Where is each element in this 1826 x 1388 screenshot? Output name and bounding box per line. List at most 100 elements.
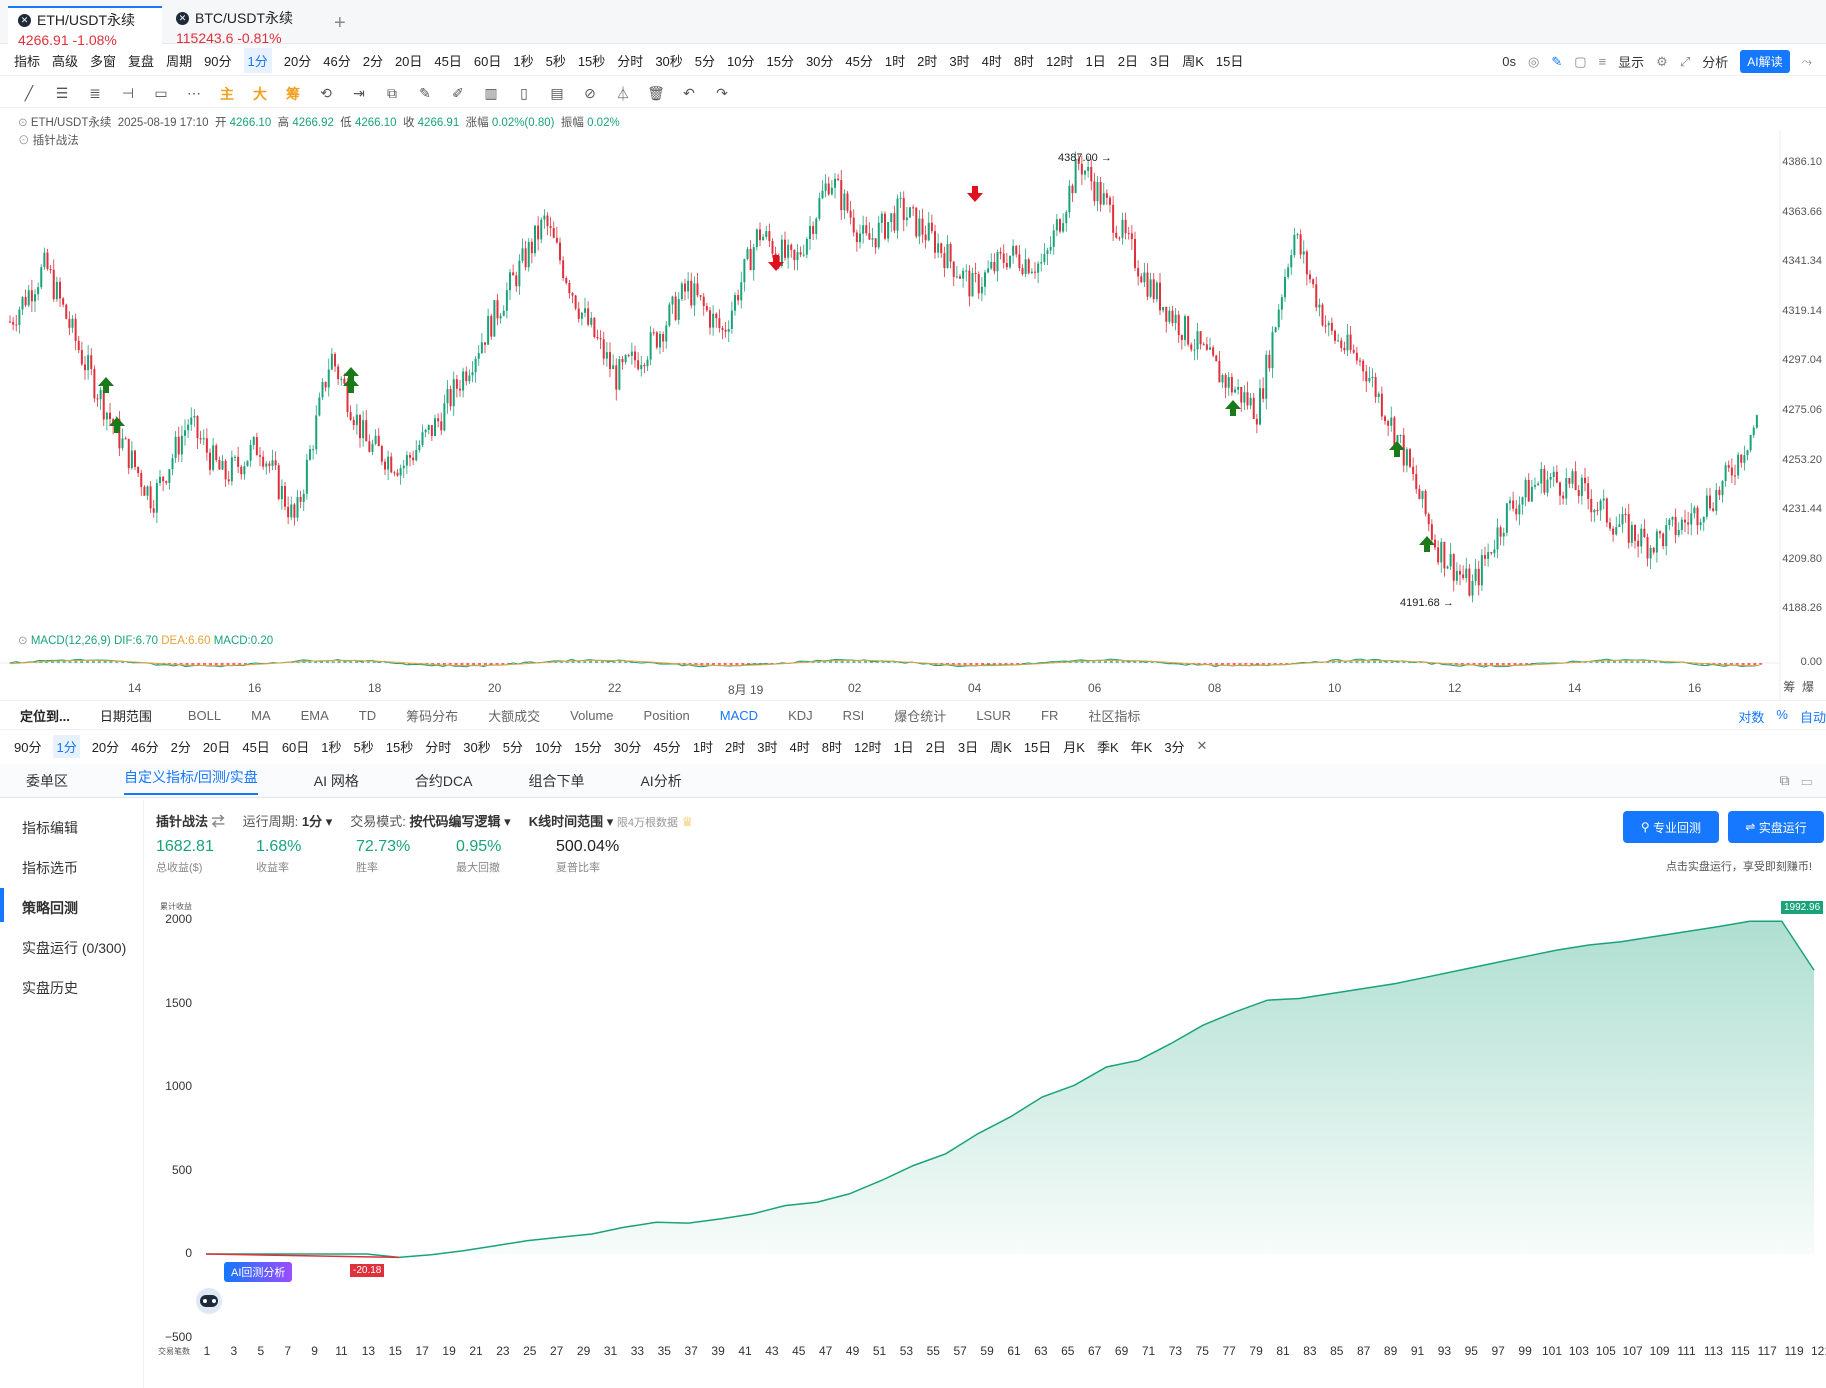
toolbar-item[interactable]: 1时 xyxy=(884,54,906,69)
period-select[interactable]: 运行周期: 1分 ▾ xyxy=(242,814,333,829)
toolbar-item[interactable]: 10分 xyxy=(727,54,755,69)
copy-icon[interactable]: ⧉ xyxy=(387,85,397,101)
sidebar-item[interactable]: 指标编辑 xyxy=(22,820,78,836)
indicator-item[interactable]: MACD xyxy=(719,707,759,723)
ruler-icon[interactable]: ✎ xyxy=(419,85,431,101)
period-item[interactable]: 年K xyxy=(1130,739,1153,755)
panel-tab[interactable]: 自定义指标/回测/实盘 xyxy=(124,767,258,795)
period-item[interactable]: 3分 xyxy=(1164,739,1185,755)
period-item[interactable]: 1日 xyxy=(893,739,914,755)
panel-tab[interactable]: AI 网格 xyxy=(313,772,359,789)
hline-tool-icon[interactable]: ☰ xyxy=(55,85,69,101)
rect-tool-icon[interactable]: ▭ xyxy=(154,85,168,101)
indicator-item[interactable]: Position xyxy=(643,707,690,723)
indicator-item[interactable]: FR xyxy=(1041,707,1059,723)
panel-tab[interactable]: 合约DCA xyxy=(414,772,473,789)
replay-icon[interactable]: ⟲ xyxy=(320,85,332,101)
indicator-item[interactable]: 社区指标 xyxy=(1088,708,1141,724)
toolbar-item[interactable]: 高级 xyxy=(52,54,79,69)
toolbar-item[interactable]: 2分 xyxy=(362,54,383,69)
chip-icon[interactable]: 筹 xyxy=(286,85,300,102)
toolbar-item[interactable]: 2时 xyxy=(917,54,938,69)
toolbar-item[interactable]: 分时 xyxy=(617,54,644,69)
period-item[interactable]: 2日 xyxy=(925,739,946,755)
sidebar-item[interactable]: 策略回测 xyxy=(22,900,78,916)
ai-backtest-badge[interactable]: AI回测分析 xyxy=(224,1262,293,1282)
kline-chart[interactable] xyxy=(0,130,1826,830)
indicator-item[interactable]: 筹码分布 xyxy=(406,708,459,724)
indicator-item[interactable]: EMA xyxy=(300,707,329,723)
period-item[interactable]: 12时 xyxy=(853,739,882,755)
big-icon[interactable]: 大 xyxy=(253,85,267,102)
toolbar-item[interactable]: 8时 xyxy=(1013,54,1035,69)
pro-backtest-button[interactable]: ⚲ 专业回测 xyxy=(1623,811,1719,843)
scale-option[interactable]: % xyxy=(1776,707,1788,722)
indicator-item[interactable]: 大额成交 xyxy=(488,708,541,724)
period-item[interactable]: 45分 xyxy=(653,739,681,755)
list-icon[interactable]: ≡ xyxy=(1598,54,1607,69)
chip-axis-label[interactable]: 筹 xyxy=(1783,680,1796,694)
toolbar-item[interactable]: 45日 xyxy=(434,54,462,69)
locate-button[interactable]: 定位到... xyxy=(20,708,70,724)
close-period-icon[interactable]: ✕ xyxy=(1196,738,1208,753)
sidebar-item[interactable]: 指标选币 xyxy=(22,860,78,876)
toolbar-item[interactable]: 15秒 xyxy=(577,54,606,69)
toolbar-item[interactable]: 复盘 xyxy=(128,54,155,69)
toolbar-item[interactable]: 5分 xyxy=(694,54,716,69)
toolbar-item[interactable]: 3时 xyxy=(949,54,970,69)
redo-icon[interactable]: ↷ xyxy=(716,85,728,101)
toolbar-item[interactable]: 3日 xyxy=(1150,54,1171,69)
period-item[interactable]: 5秒 xyxy=(353,739,374,755)
indicator-item[interactable]: TD xyxy=(358,707,377,723)
channel-tool-icon[interactable]: ≣ xyxy=(89,85,101,101)
period-item[interactable]: 3日 xyxy=(957,739,979,755)
range-select[interactable]: K线时间范围 ▾ 限4万根数据 ♕ xyxy=(528,814,694,829)
indicator-item[interactable]: Volume xyxy=(570,707,614,723)
period-item[interactable]: 1秒 xyxy=(321,739,342,755)
strategy-toggle-icon[interactable]: ⊙ xyxy=(18,135,30,147)
range-icon[interactable]: ⇥ xyxy=(353,85,365,101)
undo-icon[interactable]: ↶ xyxy=(683,85,695,101)
tab-btc[interactable]: ✕ BTC/USDT永续 115243.6 -0.81% xyxy=(166,6,322,46)
panel-collapse-icon[interactable]: ▭ xyxy=(1801,772,1812,788)
indicator-item[interactable]: RSI xyxy=(842,707,865,723)
period-item[interactable]: 3时 xyxy=(757,739,778,755)
toolbar-item[interactable]: 20分 xyxy=(283,54,312,69)
ohlc-toggle-icon[interactable]: ⊙ xyxy=(18,117,28,129)
toolbar-item[interactable]: 46分 xyxy=(323,54,351,69)
period-item[interactable]: 1分 xyxy=(53,734,80,758)
ray-tool-icon[interactable]: ⊣ xyxy=(121,85,135,101)
toolbar-item[interactable]: 45分 xyxy=(845,54,873,69)
scale-option[interactable]: 对数 xyxy=(1738,710,1765,725)
period-item[interactable]: 30秒 xyxy=(463,739,491,755)
camera-icon[interactable]: ◎ xyxy=(1528,53,1540,69)
layout-icon[interactable]: ▢ xyxy=(1574,53,1587,69)
toolbar-item[interactable]: 5秒 xyxy=(545,54,566,69)
period-item[interactable]: 15日 xyxy=(1023,739,1052,755)
period-item[interactable]: 10分 xyxy=(534,739,563,755)
main-icon[interactable]: 主 xyxy=(220,85,234,102)
line-tool-icon[interactable]: ╱ xyxy=(24,85,34,101)
display-button[interactable]: 显示 xyxy=(1618,55,1645,70)
period-item[interactable]: 30分 xyxy=(613,739,642,755)
more-tools-icon[interactable]: ⋯ xyxy=(187,85,201,101)
bars-icon[interactable]: ▥ xyxy=(484,85,498,101)
fullscreen-icon[interactable]: ⤢ xyxy=(1679,53,1691,69)
ai-read-button[interactable]: AI解读 xyxy=(1740,50,1790,73)
period-item[interactable]: 20日 xyxy=(202,739,231,755)
toolbar-item[interactable]: 20日 xyxy=(394,54,423,69)
period-item[interactable]: 60日 xyxy=(281,739,310,755)
period-item[interactable]: 月K xyxy=(1063,739,1085,755)
sidebar-item[interactable]: 实盘运行 (0/300) xyxy=(22,940,127,956)
pen-icon[interactable]: ✎ xyxy=(1551,53,1563,69)
period-item[interactable]: 15秒 xyxy=(385,739,414,755)
toolbar-item[interactable]: 30秒 xyxy=(655,54,683,69)
period-item[interactable]: 2分 xyxy=(170,739,191,755)
toolbar-item[interactable]: 15日 xyxy=(1215,54,1244,69)
period-item[interactable]: 8时 xyxy=(821,739,842,755)
toolbar-item[interactable]: 15分 xyxy=(766,54,794,69)
toolbar-item[interactable]: 12时 xyxy=(1046,54,1074,69)
period-item[interactable]: 20分 xyxy=(91,739,120,755)
pen-icon[interactable]: ✐ xyxy=(452,85,464,101)
